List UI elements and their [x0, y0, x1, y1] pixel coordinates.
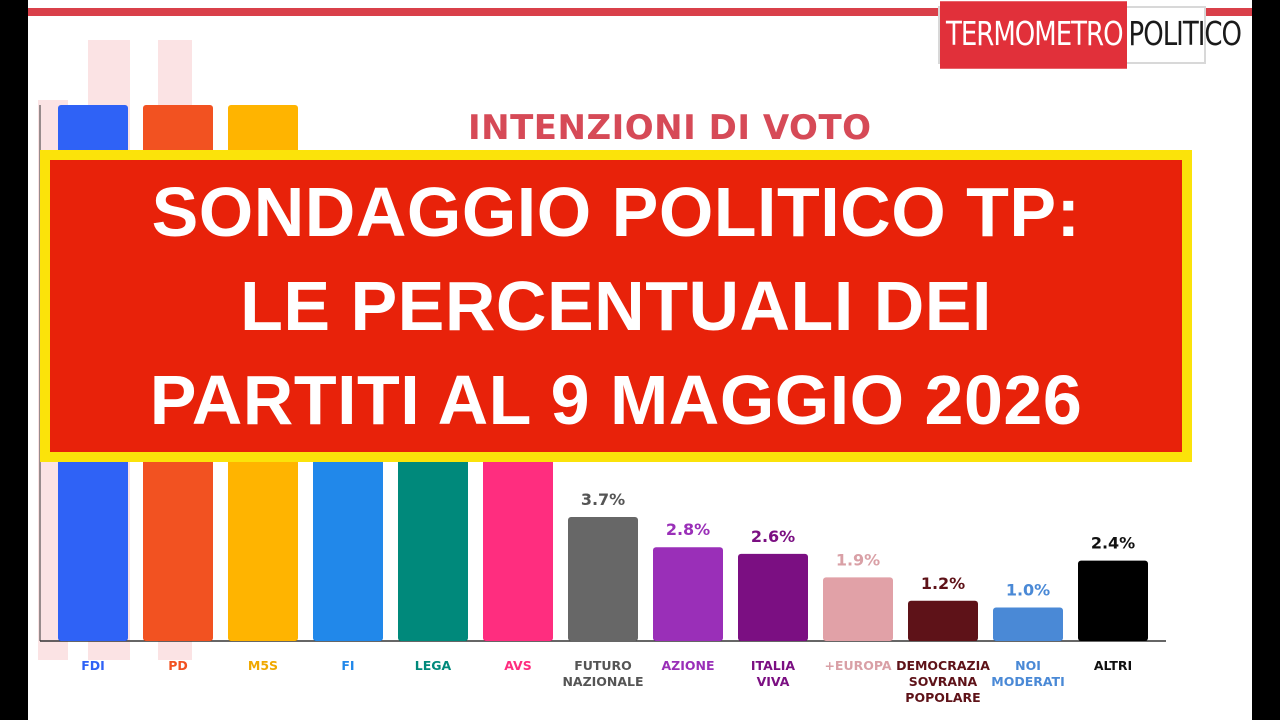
- headline-line-1: SONDAGGIO POLITICO TP:: [151, 173, 1081, 251]
- value-label-altri: 2.4%: [1091, 534, 1135, 553]
- value-label-azione: 2.8%: [666, 520, 710, 539]
- category-label-europa: +EUROPA: [824, 658, 891, 673]
- bar-altri: [1078, 560, 1148, 641]
- headline-banner-inner: SONDAGGIO POLITICO TP: LE PERCENTUALI DE…: [50, 160, 1182, 452]
- headline-line-3: PARTITI AL 9 MAGGIO 2026: [149, 361, 1083, 439]
- chart-title: INTENZIONI DI VOTO: [468, 108, 872, 148]
- category-label-noi-moderati-2: MODERATI: [991, 674, 1065, 689]
- bar-democrazia-sovrana-popolare: [908, 600, 978, 641]
- category-label-democrazia-sovrana-popolare-2: SOVRANA: [909, 674, 978, 689]
- category-label-democrazia-sovrana-popolare-3: POPOLARE: [905, 690, 980, 705]
- category-label-democrazia-sovrana-popolare-1: DEMOCRAZIA: [896, 658, 990, 673]
- category-label-noi-moderati-1: NOI: [1015, 658, 1041, 673]
- category-label-azione: AZIONE: [661, 658, 714, 673]
- category-label-futuro-nazionale-1: FUTURO: [574, 658, 632, 673]
- value-label-europa: 1.9%: [836, 550, 880, 569]
- value-label-noi-moderati: 1.0%: [1006, 581, 1050, 600]
- category-label-fdi: FDI: [81, 658, 105, 673]
- headline-line-2: LE PERCENTUALI DEI: [240, 267, 992, 345]
- logo-part-termometro: TERMOMETRO: [940, 1, 1127, 69]
- category-label-futuro-nazionale-2: NAZIONALE: [562, 674, 643, 689]
- value-label-futuro-nazionale: 3.7%: [581, 490, 625, 509]
- logo-part-politico: POLITICO: [1128, 16, 1242, 54]
- category-label-avs: AVS: [504, 658, 532, 673]
- termometro-politico-logo: TERMOMETRO POLITICO: [938, 1, 1242, 69]
- bar-noi-moderati: [993, 607, 1063, 641]
- category-label-italia-viva-1: ITALIA: [751, 658, 795, 673]
- category-label-fi: FI: [341, 658, 354, 673]
- headline-banner: SONDAGGIO POLITICO TP: LE PERCENTUALI DE…: [40, 150, 1192, 462]
- value-label-italia-viva: 2.6%: [751, 527, 795, 546]
- bar-italia-viva: [738, 553, 808, 641]
- category-label-italia-viva-2: VIVA: [757, 674, 790, 689]
- value-label-democrazia-sovrana-popolare: 1.2%: [921, 574, 965, 593]
- category-label-pd: PD: [168, 658, 188, 673]
- category-label-m5s: M5S: [248, 658, 278, 673]
- category-label-altri: ALTRI: [1094, 658, 1132, 673]
- bar-avs: [483, 440, 553, 641]
- bar-futuro-nazionale: [568, 517, 638, 641]
- top-rule: [28, 8, 1252, 16]
- bar-europa: [823, 577, 893, 641]
- category-label-lega: LEGA: [415, 658, 452, 673]
- bar-azione: [653, 547, 723, 641]
